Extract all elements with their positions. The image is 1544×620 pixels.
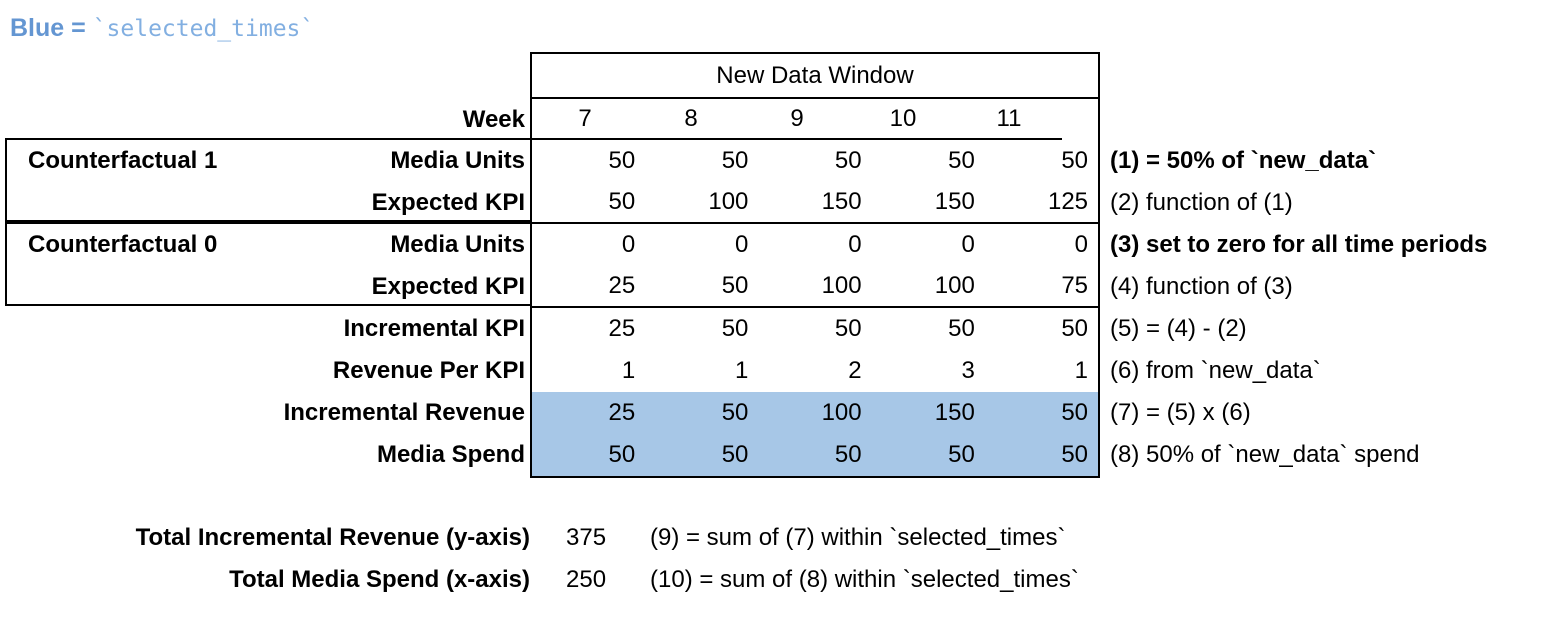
table-cell: 50 [834,315,862,342]
table-row-media-units-cf0: 0 0 0 0 0 [532,224,1098,266]
table-row-incremental-kpi: 25 50 50 50 50 [532,308,1098,350]
week-row: 7 8 9 10 11 [532,99,1062,140]
table-cell: 50 [608,188,636,215]
table-row-incremental-revenue: 25 50 100 150 50 [532,392,1098,434]
table-cell: 0 [621,231,636,258]
legend-code: `selected_times` [92,16,315,42]
note-3: (3) set to zero for all time periods [1110,231,1488,258]
table-cell: 50 [1061,315,1089,342]
table-cell: 1 [1074,357,1089,384]
table-cell: 1 [735,357,749,384]
table-cell: 25 [608,315,636,342]
table-cell: 0 [1074,231,1089,258]
table-cell: 50 [948,147,975,174]
table-cell: 0 [848,231,862,258]
table-cell: 100 [821,399,862,426]
legend: Blue = `selected_times` [10,14,314,43]
table-cell: 50 [834,441,862,468]
note-4: (4) function of (3) [1110,273,1293,300]
table-cell: 100 [821,272,862,299]
table-cell: 0 [961,231,975,258]
table-cell: 50 [721,399,749,426]
week-cell: 10 [889,105,917,132]
note-1: (1) = 50% of `new_data` [1110,147,1377,174]
table-cell: 50 [948,441,975,468]
table-cell: 50 [721,147,749,174]
table-row-revenue-per-kpi: 1 1 2 3 1 [532,350,1098,392]
table-cell: 75 [1061,272,1089,299]
table-cell: 100 [934,272,975,299]
row-label-incremental-revenue: Incremental Revenue [283,399,525,426]
row-label-media-units-cf1: Media Units [390,147,525,174]
table-cell: 100 [708,188,749,215]
table-cell: 50 [721,441,749,468]
table-row-media-units-cf1: 50 50 50 50 50 [532,140,1098,182]
row-label-expected-kpi-cf1: Expected KPI [371,189,525,216]
table-cell: 50 [1061,147,1089,174]
table-cell: 50 [1061,399,1089,426]
note-7: (7) = (5) x (6) [1110,399,1251,426]
note-5: (5) = (4) - (2) [1110,315,1247,342]
table-cell: 50 [1061,441,1089,468]
table-cell: 1 [621,357,636,384]
data-table: New Data Window 7 8 9 10 11 50 50 50 50 … [530,52,1100,478]
table-cell: 0 [735,231,749,258]
table-row-expected-kpi-cf0: 25 50 100 100 75 [532,266,1098,308]
week-label: Week [462,106,525,133]
table-cell: 150 [934,188,975,215]
week-cell: 8 [684,105,698,132]
note-6: (6) from `new_data` [1110,357,1321,384]
row-label-revenue-per-kpi: Revenue Per KPI [332,357,525,384]
table-cell: 150 [934,399,975,426]
table-cell: 50 [721,315,749,342]
table-cell: 25 [608,272,636,299]
table-row-expected-kpi-cf1: 50 100 150 150 125 [532,182,1098,224]
table-cell: 25 [608,399,636,426]
total-media-spend-value: 250 [566,566,607,593]
counterfactual-1-box [5,138,530,222]
note-8: (8) 50% of `new_data` spend [1110,441,1420,468]
total-incremental-revenue-note: (9) = sum of (7) within `selected_times` [650,524,1066,551]
row-label-media-units-cf0: Media Units [390,231,525,258]
table-cell: 2 [848,357,862,384]
table-row-media-spend: 50 50 50 50 50 [532,434,1098,476]
legend-blue-label: Blue = [10,14,86,42]
table-cell: 50 [834,147,862,174]
table-cell: 50 [608,147,636,174]
table-cell: 3 [961,357,975,384]
week-cell: 9 [790,105,804,132]
table-cell: 150 [821,188,862,215]
total-media-spend-note: (10) = sum of (8) within `selected_times… [650,566,1079,593]
counterfactual-0-box [5,222,530,306]
table-header: New Data Window [532,54,1098,99]
row-label-incremental-kpi: Incremental KPI [343,315,525,342]
total-media-spend-label: Total Media Spend (x-axis) [229,566,530,593]
table-cell: 50 [721,272,749,299]
table-cell: 50 [948,315,975,342]
total-incremental-revenue-label: Total Incremental Revenue (y-axis) [135,524,530,551]
counterfactual-0-label: Counterfactual 0 [28,231,218,258]
note-2: (2) function of (1) [1110,189,1293,216]
week-cell: 11 [996,105,1022,132]
row-label-media-spend: Media Spend [376,441,525,468]
table-cell: 125 [1047,188,1089,215]
total-incremental-revenue-value: 375 [566,524,607,551]
table-cell: 50 [608,441,636,468]
counterfactual-1-label: Counterfactual 1 [28,147,218,174]
row-label-expected-kpi-cf0: Expected KPI [371,273,525,300]
week-cell: 7 [578,105,592,132]
